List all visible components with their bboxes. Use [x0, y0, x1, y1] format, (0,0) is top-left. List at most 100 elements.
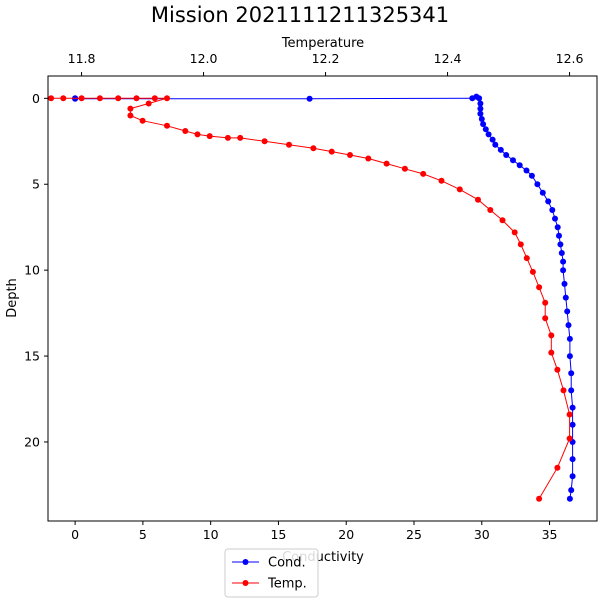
- data-point-cond: [557, 241, 564, 248]
- data-point-temp: [542, 299, 549, 306]
- y-axis-label: Depth: [5, 278, 20, 318]
- data-point-cond: [556, 232, 562, 239]
- x-bottom-tick-label: 20: [338, 527, 354, 542]
- data-point-cond: [516, 162, 523, 169]
- data-point-temp: [438, 177, 445, 184]
- data-point-temp: [401, 165, 408, 172]
- data-point-cond: [560, 267, 567, 274]
- data-point-temp: [237, 134, 244, 141]
- x-top-axis-label: Temperature: [281, 36, 364, 51]
- y-tick-label: 0: [32, 91, 40, 106]
- data-point-temp: [194, 131, 201, 138]
- x-bottom-tick-label: 0: [71, 527, 79, 542]
- data-point-cond: [478, 116, 485, 122]
- data-point-temp: [523, 255, 530, 262]
- data-point-cond: [564, 308, 571, 315]
- data-point-temp: [499, 217, 506, 224]
- data-point-temp: [127, 105, 134, 112]
- series-line-temp: [51, 97, 571, 499]
- data-point-cond: [482, 126, 489, 133]
- data-point-cond: [492, 141, 499, 148]
- data-point-temp: [164, 122, 170, 129]
- data-point-cond: [558, 250, 565, 256]
- data-point-temp: [554, 464, 561, 471]
- data-point-temp: [475, 196, 481, 203]
- data-point-temp: [536, 284, 543, 291]
- data-point-cond: [568, 487, 575, 494]
- data-point-cond: [569, 456, 576, 463]
- data-point-cond: [568, 370, 575, 377]
- data-point-temp: [60, 95, 67, 102]
- data-point-temp: [328, 148, 335, 155]
- data-point-temp: [127, 112, 134, 119]
- data-point-temp: [347, 152, 353, 158]
- data-point-cond: [554, 224, 561, 231]
- data-point-cond: [562, 294, 569, 301]
- data-point-temp: [139, 117, 146, 124]
- data-point-temp: [96, 95, 103, 102]
- x-top-tick-label: 12.0: [190, 51, 218, 66]
- data-point-temp: [542, 315, 549, 322]
- data-point-temp: [456, 186, 463, 193]
- data-point-temp: [566, 411, 573, 418]
- data-point-temp: [115, 95, 122, 102]
- data-point-temp: [206, 133, 213, 140]
- x-top-tick-label: 12.2: [312, 51, 340, 66]
- x-bottom-tick-label: 35: [542, 527, 558, 542]
- data-point-temp: [151, 95, 158, 102]
- data-point-temp: [511, 229, 518, 236]
- legend-label-cond: Cond.: [268, 556, 306, 571]
- data-point-cond: [565, 322, 572, 329]
- legend-marker-temp: [242, 580, 249, 586]
- data-point-cond: [477, 110, 484, 117]
- data-point-cond: [485, 131, 492, 138]
- data-point-cond: [566, 353, 573, 360]
- plot-frame: [47, 75, 598, 522]
- x-bottom-tick-label: 5: [139, 527, 147, 542]
- y-tick-label: 10: [24, 263, 40, 278]
- data-point-cond: [549, 207, 556, 213]
- data-point-temp: [548, 332, 555, 339]
- data-point-temp: [536, 495, 543, 502]
- data-point-temp: [164, 95, 170, 102]
- data-point-cond: [539, 189, 546, 196]
- data-point-cond: [477, 100, 484, 107]
- y-tick-label: 5: [32, 177, 40, 192]
- data-point-cond: [560, 258, 567, 265]
- data-point-temp: [529, 268, 536, 275]
- data-point-temp: [286, 141, 292, 148]
- x-bottom-tick-label: 30: [474, 527, 490, 542]
- data-point-cond: [528, 172, 535, 179]
- data-point-temp: [145, 100, 152, 107]
- data-point-temp: [560, 387, 567, 394]
- data-point-temp: [261, 138, 268, 145]
- series-layer: [48, 93, 576, 502]
- data-point-cond: [566, 495, 573, 502]
- data-point-cond: [569, 473, 576, 480]
- data-point-temp: [383, 160, 390, 167]
- data-point-temp: [365, 155, 372, 162]
- x-bottom-tick-label: 10: [203, 527, 219, 542]
- data-point-cond: [569, 421, 576, 428]
- x-top-tick-label: 12.4: [434, 51, 462, 66]
- data-point-cond: [523, 167, 530, 174]
- data-point-temp: [224, 134, 231, 141]
- data-point-cond: [561, 280, 568, 287]
- legend-label-temp: Temp.: [267, 577, 307, 592]
- axis-ticks: 0 5 10 15 20 25 30 35 11.8 12.0 12.2 12.4 12.6 0 5 10 15…: [24, 51, 583, 542]
- data-point-cond: [480, 121, 487, 128]
- legend-marker-cond: [242, 559, 249, 565]
- data-point-cond: [476, 95, 483, 102]
- data-point-temp: [182, 128, 189, 134]
- data-point-cond: [552, 215, 558, 222]
- data-point-temp: [566, 435, 573, 442]
- legend: Cond. Temp.: [224, 548, 319, 598]
- y-tick-label: 20: [24, 434, 40, 449]
- data-point-cond: [566, 335, 573, 342]
- data-point-cond: [503, 152, 510, 158]
- data-point-cond: [477, 105, 484, 112]
- series-line-cond: [74, 96, 574, 499]
- data-point-cond: [534, 181, 541, 188]
- data-point-temp: [78, 95, 85, 102]
